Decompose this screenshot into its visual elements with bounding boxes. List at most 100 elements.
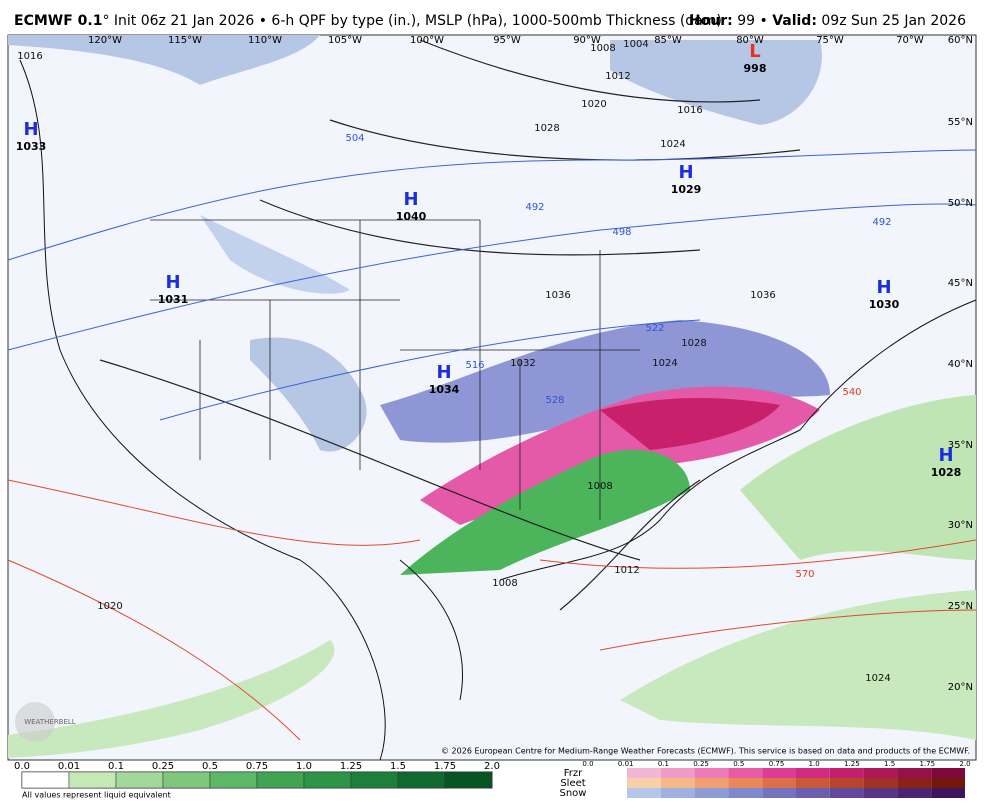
mixed-tick-label: 2.0 bbox=[959, 760, 970, 768]
longitude-label: 110°W bbox=[248, 35, 282, 46]
pressure-center-value: 1029 bbox=[671, 183, 702, 196]
thickness-label: 492 bbox=[872, 217, 891, 228]
rain-swatch bbox=[303, 771, 352, 789]
mixed-swatch bbox=[762, 778, 796, 788]
hour-label: Hour: bbox=[689, 13, 733, 29]
mixed-tick-label: 0.01 bbox=[618, 760, 634, 768]
mixed-tick-label: 0.1 bbox=[658, 760, 669, 768]
pressure-center-value: 1033 bbox=[16, 140, 47, 153]
model: ECMWF 0.1 bbox=[14, 13, 102, 29]
watermark: WEATHERBELL bbox=[24, 718, 76, 726]
longitude-label: 90°W bbox=[573, 35, 601, 46]
rain-tick-label: 0.25 bbox=[152, 761, 174, 772]
separator: • bbox=[759, 13, 767, 29]
legend: 0.0 0.01 0.1 0.25 0.5 0.75 1.0 1.25 1.5 1.75 2.0 Al… bbox=[14, 760, 971, 800]
precip-type-label: Sleet bbox=[560, 778, 585, 789]
isobar-label: 1012 bbox=[605, 71, 630, 82]
latitude-label: 60°N bbox=[948, 35, 973, 46]
thickness-label: 570 bbox=[795, 569, 814, 580]
mixed-swatch bbox=[829, 768, 864, 778]
mixed-swatch bbox=[897, 778, 932, 788]
pressure-center-value: 1030 bbox=[869, 298, 900, 311]
rain-tick-label: 0.75 bbox=[246, 761, 268, 772]
longitude-label: 75°W bbox=[816, 35, 844, 46]
isobar-label: 1008 bbox=[492, 578, 517, 589]
mixed-swatch bbox=[897, 768, 932, 778]
thickness-warm bbox=[7, 479, 977, 741]
isobar-label: 1024 bbox=[865, 673, 890, 684]
title: ECMWF 0.1° Init 06z 21 Jan 2026 • 6-h QP… bbox=[14, 13, 722, 29]
mixed-tick-label: 0.5 bbox=[733, 760, 744, 768]
longitude-label: 70°W bbox=[896, 35, 924, 46]
snow-area bbox=[200, 215, 350, 294]
rain-tick-label: 0.01 bbox=[58, 761, 80, 772]
mixed-swatch bbox=[660, 778, 695, 788]
thickness-label: 516 bbox=[465, 360, 484, 371]
pressure-center-type: H bbox=[403, 189, 418, 210]
precip-type-label: Frzr bbox=[564, 768, 583, 779]
mixed-tick-label: 1.0 bbox=[809, 760, 820, 768]
thickness-label: 504 bbox=[345, 133, 364, 144]
thickness-label: 528 bbox=[545, 395, 564, 406]
rain-swatch bbox=[256, 771, 305, 789]
mixed-swatch bbox=[694, 788, 729, 798]
isobar-label: 1020 bbox=[97, 601, 122, 612]
pressure-center-type: H bbox=[165, 272, 180, 293]
isobar-label: 1004 bbox=[623, 39, 648, 50]
mixed-swatch bbox=[694, 768, 729, 778]
rain-tick-label: 0.0 bbox=[14, 761, 30, 772]
mixed-tick-label: 1.5 bbox=[884, 760, 895, 768]
valid: 09z Sun 25 Jan 2026 bbox=[821, 13, 966, 29]
rain-swatch bbox=[209, 771, 258, 789]
heavy-freezing-rain bbox=[600, 398, 780, 450]
description: ° Init 06z 21 Jan 2026 • 6-h QPF by type… bbox=[102, 13, 721, 29]
pressure-center-type: H bbox=[876, 277, 891, 298]
latitude-label: 30°N bbox=[948, 520, 973, 531]
valid-label: Valid: bbox=[772, 13, 817, 29]
longitude-label: 85°W bbox=[654, 35, 682, 46]
rain-swatch bbox=[444, 771, 493, 789]
rain-swatch bbox=[397, 771, 446, 789]
mixed-swatch bbox=[863, 778, 898, 788]
mixed-tick-label: 0.75 bbox=[769, 760, 785, 768]
isobar-label: 1016 bbox=[677, 105, 702, 116]
isobar-label: 1008 bbox=[587, 481, 612, 492]
rain-area bbox=[8, 640, 335, 758]
latitude-label: 20°N bbox=[948, 682, 973, 693]
pressure-center-value: 998 bbox=[744, 62, 767, 75]
mixed-swatch bbox=[863, 788, 898, 798]
snow-area bbox=[610, 40, 822, 125]
rain-band bbox=[400, 449, 690, 575]
mixed-swatch bbox=[897, 788, 932, 798]
mixed-tick-label: 1.75 bbox=[920, 760, 936, 768]
longitude-label: 95°W bbox=[493, 35, 521, 46]
rain-tick-label: 2.0 bbox=[484, 761, 500, 772]
latitude-label: 25°N bbox=[948, 601, 973, 612]
thickness-label: 540 bbox=[842, 387, 861, 398]
pressure-center-type: L bbox=[749, 41, 760, 62]
latitude-label: 35°N bbox=[948, 440, 973, 451]
mixed-swatch bbox=[796, 788, 830, 798]
isobar-label: 1036 bbox=[750, 290, 775, 301]
pressure-center-value: 1028 bbox=[931, 466, 962, 479]
mixed-swatch bbox=[796, 768, 830, 778]
mixed-swatch bbox=[829, 778, 864, 788]
mixed-swatch bbox=[694, 778, 729, 788]
latitude-label: 45°N bbox=[948, 278, 973, 289]
snow-area bbox=[8, 35, 320, 85]
rain-swatch bbox=[21, 771, 70, 789]
isobar bbox=[99, 39, 801, 611]
longitude-label: 115°W bbox=[168, 35, 202, 46]
hour: 99 bbox=[737, 13, 755, 29]
rain-tick-label: 1.5 bbox=[390, 761, 406, 772]
copyright: © 2026 European Centre for Medium-Range … bbox=[441, 747, 970, 756]
rain-area bbox=[620, 590, 976, 740]
isobar-label: 1028 bbox=[534, 123, 559, 134]
rain-tick-label: 1.75 bbox=[434, 761, 456, 772]
rain-tick-label: 1.0 bbox=[296, 761, 312, 772]
pressure-center-type: H bbox=[23, 119, 38, 140]
coastline bbox=[19, 59, 977, 761]
legend-note: All values represent liquid equivalent bbox=[22, 791, 171, 800]
watermark-logo bbox=[15, 702, 55, 742]
